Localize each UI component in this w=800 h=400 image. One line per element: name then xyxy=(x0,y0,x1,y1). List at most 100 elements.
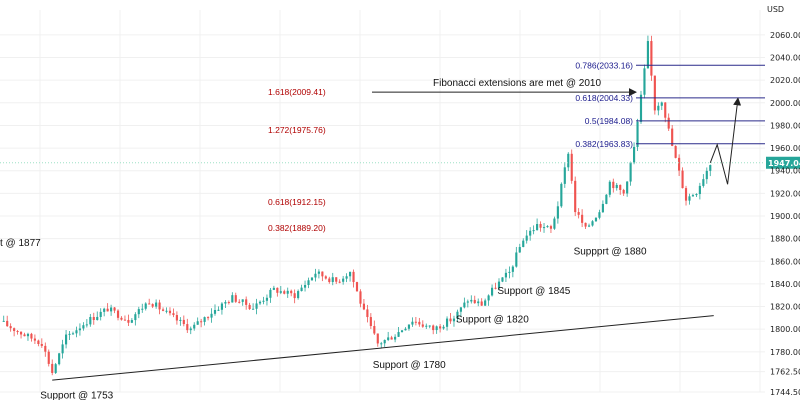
candle-body xyxy=(252,308,255,310)
candle-body xyxy=(525,235,528,241)
candle-body xyxy=(605,194,608,204)
candle-body xyxy=(193,324,196,329)
candle-body xyxy=(335,277,338,282)
candle-body xyxy=(456,311,459,319)
y-tick-label: 1744.50 xyxy=(770,388,800,397)
candle-body xyxy=(615,184,618,189)
candle-body xyxy=(19,331,23,335)
candle-body xyxy=(352,271,355,283)
candle-body xyxy=(425,325,428,327)
candle-body xyxy=(220,303,224,310)
candle-body xyxy=(300,287,303,292)
y-tick-label: 2040.00 xyxy=(770,54,800,63)
candle-body xyxy=(366,309,369,318)
candle-body xyxy=(449,318,452,322)
candle-body xyxy=(68,333,71,335)
y-tick-label: 1960.00 xyxy=(770,144,800,153)
candle-body xyxy=(231,295,234,303)
candle-body xyxy=(103,308,106,312)
candle-body xyxy=(380,343,383,345)
candle-body xyxy=(470,299,473,302)
candle-body xyxy=(54,364,57,373)
candle-body xyxy=(96,316,99,320)
candle-body xyxy=(307,280,310,285)
candle-body xyxy=(359,291,362,304)
candle-body xyxy=(265,297,269,301)
candle-body xyxy=(276,287,279,293)
candle-body xyxy=(217,309,220,311)
candle-body xyxy=(206,317,210,319)
candle-body xyxy=(632,146,636,163)
candle-body xyxy=(383,339,386,344)
candle-body xyxy=(26,333,30,337)
y-tick-label: 1762.50 xyxy=(770,368,800,377)
candle-body xyxy=(2,320,5,322)
candle-body xyxy=(411,321,414,325)
y-tick-label: 1880.00 xyxy=(770,235,800,244)
candle-body xyxy=(705,170,708,180)
candle-body xyxy=(369,317,372,327)
candle-body xyxy=(293,293,296,299)
candle-body xyxy=(653,75,656,111)
candle-body xyxy=(622,189,625,194)
candle-body xyxy=(542,227,546,229)
candle-body xyxy=(695,194,698,196)
candle-body xyxy=(297,291,300,299)
candle-body xyxy=(439,326,442,329)
candle-body xyxy=(667,117,670,129)
fib-left-label: 0.618(1912.15) xyxy=(268,197,326,207)
candle-body xyxy=(546,226,549,228)
candle-body xyxy=(258,301,262,304)
candle-body xyxy=(71,333,75,335)
candle-body xyxy=(636,121,639,147)
candle-body xyxy=(511,266,514,272)
candle-body xyxy=(477,301,480,304)
candle-body xyxy=(13,328,16,332)
candle-body xyxy=(33,338,36,341)
candle-body xyxy=(459,307,462,312)
candle-body xyxy=(47,351,50,364)
candle-body xyxy=(279,291,282,293)
candle-body xyxy=(37,340,40,344)
candle-body xyxy=(556,206,559,219)
candle-body xyxy=(421,324,424,327)
candle-body xyxy=(594,217,598,222)
candle-body xyxy=(272,287,275,290)
candle-body xyxy=(44,345,47,352)
candle-body xyxy=(428,325,431,327)
candle-body xyxy=(262,300,265,302)
candle-body xyxy=(141,308,144,310)
y-tick-label: 2020.00 xyxy=(770,76,800,85)
candle-body xyxy=(161,309,165,311)
candle-body xyxy=(612,181,615,189)
candle-body xyxy=(123,319,127,321)
y-tick-label: 1860.00 xyxy=(770,257,800,266)
candle-body xyxy=(314,273,317,278)
candle-body xyxy=(134,314,137,321)
candle-body xyxy=(148,303,151,305)
candle-body xyxy=(310,277,314,281)
candle-body xyxy=(78,328,82,331)
overlays: 1947.04 1.618(2009.41) 1.272(1975.76) 0.618… xyxy=(0,60,800,400)
candle-body xyxy=(432,325,435,331)
candle-body xyxy=(189,328,192,331)
candle-body xyxy=(328,278,331,283)
candle-body xyxy=(168,310,172,314)
fib-left-label: 1.618(2009.41) xyxy=(268,87,326,97)
candle-body xyxy=(113,307,116,311)
candle-body xyxy=(418,321,421,325)
candle-body xyxy=(182,319,185,325)
candle-body xyxy=(245,299,248,305)
candle-body xyxy=(116,310,120,318)
candle-body xyxy=(674,145,677,158)
candle-body xyxy=(584,222,587,227)
candle-body xyxy=(338,281,341,283)
candle-body xyxy=(643,68,646,95)
support-annotation: Suppprt @ 1880 xyxy=(574,247,647,258)
candle-body xyxy=(127,319,130,323)
candle-body xyxy=(536,224,539,231)
fib-right-label: 0.786(2033.16) xyxy=(575,60,633,70)
grid-lines xyxy=(0,10,765,393)
